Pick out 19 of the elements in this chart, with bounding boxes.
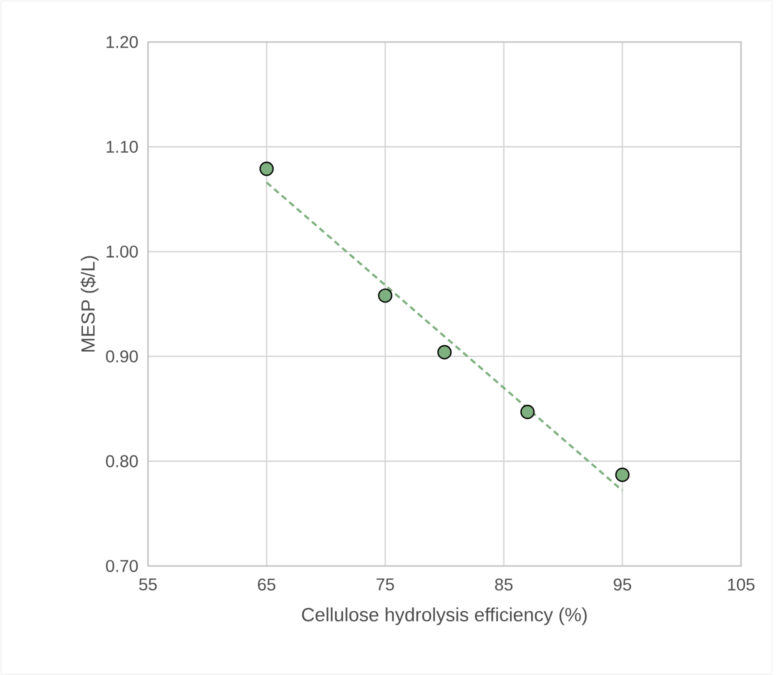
point xyxy=(259,162,274,176)
point xyxy=(378,288,392,303)
y-tick-label: 0.90 xyxy=(106,350,138,362)
y-tick-label: 0.70 xyxy=(106,560,138,572)
point xyxy=(437,345,452,360)
x-tick-label: 95 xyxy=(614,578,632,591)
x-tick-label: 55 xyxy=(139,578,157,590)
y-tick-label: 1.00 xyxy=(106,246,138,258)
point xyxy=(520,404,535,420)
x-tick-label: 65 xyxy=(258,578,276,591)
x-tick-label: 85 xyxy=(495,578,513,591)
point xyxy=(615,468,630,482)
y-tick-label: 1.20 xyxy=(106,36,138,48)
x-tick-label: 75 xyxy=(376,578,394,590)
x-tick-label: 105 xyxy=(728,578,754,591)
y-axis-title: MESP ($/L) xyxy=(80,256,99,352)
x-axis-title: Cellulose hydrolysis efficiency (%) xyxy=(302,607,587,626)
y-tick-label: 0.80 xyxy=(106,455,138,468)
y-tick-label: 1.10 xyxy=(106,140,138,153)
